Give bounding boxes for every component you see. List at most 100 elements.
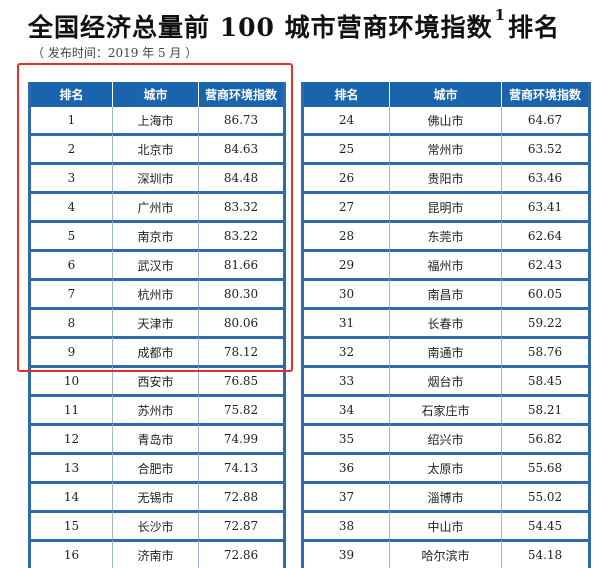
rank-cell: 32 bbox=[304, 336, 390, 365]
rank-cell: 4 bbox=[31, 191, 113, 220]
rank-cell: 13 bbox=[31, 452, 113, 481]
header-rank: 排名 bbox=[31, 82, 113, 107]
table-row: 12 青岛市 74.99 bbox=[31, 423, 283, 452]
index-cell: 62.43 bbox=[502, 249, 588, 278]
rank-cell: 25 bbox=[304, 133, 390, 162]
city-cell: 上海市 bbox=[113, 107, 199, 133]
index-cell: 64.67 bbox=[502, 107, 588, 133]
rank-cell: 8 bbox=[31, 307, 113, 336]
header-index: 营商环境指数 bbox=[199, 82, 283, 107]
table-row: 10 西安市 76.85 bbox=[31, 365, 283, 394]
rank-cell: 37 bbox=[304, 481, 390, 510]
rank-cell: 11 bbox=[31, 394, 113, 423]
city-cell: 中山市 bbox=[390, 510, 502, 539]
city-cell: 合肥市 bbox=[113, 452, 199, 481]
rank-cell: 9 bbox=[31, 336, 113, 365]
table-row: 1 上海市 86.73 bbox=[31, 107, 283, 133]
table-row: 27 昆明市 63.41 bbox=[304, 191, 588, 220]
table-header-row: 排名 城市 营商环境指数 bbox=[31, 82, 283, 107]
city-cell: 南京市 bbox=[113, 220, 199, 249]
index-cell: 84.63 bbox=[199, 133, 283, 162]
table-row: 32 南通市 58.76 bbox=[304, 336, 588, 365]
table-row: 24 佛山市 64.67 bbox=[304, 107, 588, 133]
index-cell: 62.64 bbox=[502, 220, 588, 249]
city-cell: 太原市 bbox=[390, 452, 502, 481]
index-cell: 84.48 bbox=[199, 162, 283, 191]
index-cell: 78.12 bbox=[199, 336, 283, 365]
index-cell: 80.06 bbox=[199, 307, 283, 336]
rank-cell: 10 bbox=[31, 365, 113, 394]
title-footnote-mark: 1 bbox=[494, 6, 507, 24]
city-cell: 石家庄市 bbox=[390, 394, 502, 423]
index-cell: 58.76 bbox=[502, 336, 588, 365]
table-row: 9 成都市 78.12 bbox=[31, 336, 283, 365]
city-cell: 贵阳市 bbox=[390, 162, 502, 191]
index-cell: 54.18 bbox=[502, 539, 588, 568]
city-cell: 佛山市 bbox=[390, 107, 502, 133]
city-cell: 南通市 bbox=[390, 336, 502, 365]
index-cell: 58.45 bbox=[502, 365, 588, 394]
table-row: 34 石家庄市 58.21 bbox=[304, 394, 588, 423]
rank-cell: 36 bbox=[304, 452, 390, 481]
table-row: 15 长沙市 72.87 bbox=[31, 510, 283, 539]
city-cell: 长沙市 bbox=[113, 510, 199, 539]
index-cell: 81.66 bbox=[199, 249, 283, 278]
city-cell: 绍兴市 bbox=[390, 423, 502, 452]
city-cell: 常州市 bbox=[390, 133, 502, 162]
table-row: 7 杭州市 80.30 bbox=[31, 278, 283, 307]
rank-cell: 1 bbox=[31, 107, 113, 133]
city-cell: 淄博市 bbox=[390, 481, 502, 510]
index-cell: 75.82 bbox=[199, 394, 283, 423]
index-cell: 60.05 bbox=[502, 278, 588, 307]
index-cell: 74.13 bbox=[199, 452, 283, 481]
city-cell: 无锡市 bbox=[113, 481, 199, 510]
header-city: 城市 bbox=[113, 82, 199, 107]
city-cell: 杭州市 bbox=[113, 278, 199, 307]
table-row: 26 贵阳市 63.46 bbox=[304, 162, 588, 191]
table-row: 3 深圳市 84.48 bbox=[31, 162, 283, 191]
page-title: 全国经济总量前 100 城市营商环境指数 1排名 bbox=[28, 6, 561, 44]
rank-cell: 33 bbox=[304, 365, 390, 394]
rank-cell: 14 bbox=[31, 481, 113, 510]
city-cell: 烟台市 bbox=[390, 365, 502, 394]
index-cell: 72.87 bbox=[199, 510, 283, 539]
table-row: 4 广州市 83.32 bbox=[31, 191, 283, 220]
index-cell: 59.22 bbox=[502, 307, 588, 336]
table-row: 5 南京市 83.22 bbox=[31, 220, 283, 249]
city-cell: 西安市 bbox=[113, 365, 199, 394]
index-cell: 83.22 bbox=[199, 220, 283, 249]
table-row: 28 东莞市 62.64 bbox=[304, 220, 588, 249]
table-row: 33 烟台市 58.45 bbox=[304, 365, 588, 394]
city-cell: 南昌市 bbox=[390, 278, 502, 307]
city-cell: 成都市 bbox=[113, 336, 199, 365]
rank-cell: 31 bbox=[304, 307, 390, 336]
rank-cell: 27 bbox=[304, 191, 390, 220]
table-row: 38 中山市 54.45 bbox=[304, 510, 588, 539]
table-row: 2 北京市 84.63 bbox=[31, 133, 283, 162]
rank-cell: 2 bbox=[31, 133, 113, 162]
header-rank: 排名 bbox=[304, 82, 390, 107]
city-cell: 苏州市 bbox=[113, 394, 199, 423]
index-cell: 83.32 bbox=[199, 191, 283, 220]
table-row: 37 淄博市 55.02 bbox=[304, 481, 588, 510]
city-cell: 哈尔滨市 bbox=[390, 539, 502, 568]
city-cell: 青岛市 bbox=[113, 423, 199, 452]
index-cell: 86.73 bbox=[199, 107, 283, 133]
index-cell: 55.68 bbox=[502, 452, 588, 481]
title-tail: 排名 bbox=[508, 13, 561, 42]
table-row: 29 福州市 62.43 bbox=[304, 249, 588, 278]
city-cell: 北京市 bbox=[113, 133, 199, 162]
index-cell: 72.88 bbox=[199, 481, 283, 510]
index-cell: 72.86 bbox=[199, 539, 283, 568]
city-cell: 广州市 bbox=[113, 191, 199, 220]
table-row: 16 济南市 72.86 bbox=[31, 539, 283, 568]
ranking-table-right: 排名 城市 营商环境指数 24 佛山市 64.67 25 常州市 63.52 26 贵阳市 63… bbox=[301, 82, 591, 568]
header-index: 营商环境指数 bbox=[502, 82, 588, 107]
index-cell: 56.82 bbox=[502, 423, 588, 452]
index-cell: 80.30 bbox=[199, 278, 283, 307]
table-row: 30 南昌市 60.05 bbox=[304, 278, 588, 307]
rank-cell: 3 bbox=[31, 162, 113, 191]
rank-cell: 15 bbox=[31, 510, 113, 539]
city-cell: 长春市 bbox=[390, 307, 502, 336]
index-cell: 63.41 bbox=[502, 191, 588, 220]
